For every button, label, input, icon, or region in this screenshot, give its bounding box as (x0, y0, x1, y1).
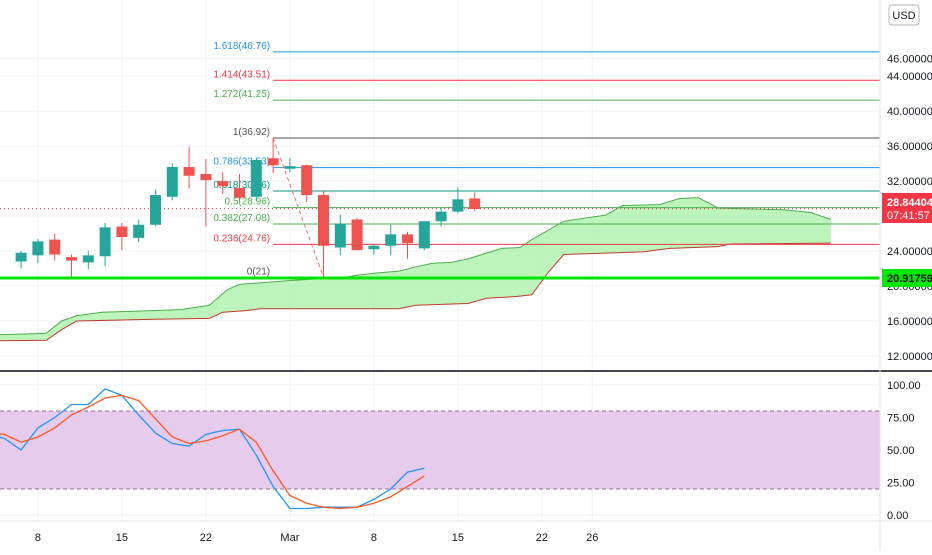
time-axis-tick: 26 (586, 532, 598, 544)
candle-body (15, 252, 27, 262)
fib-level-label: 0.618(30.86) (213, 180, 270, 191)
candle-body (49, 239, 61, 255)
price-axis-tick: 24.00000 (887, 246, 932, 258)
candles (15, 138, 481, 278)
candle-body (385, 234, 397, 246)
price-axis-tick: 40.00000 (887, 106, 932, 118)
candle-body (32, 241, 44, 256)
candle-body (166, 167, 178, 197)
cloud-fill (0, 197, 831, 341)
stochastic-k-line (0, 388, 425, 510)
time-axis-tick: Mar (280, 532, 299, 544)
stochastic-axis-tick: 0.00 (887, 510, 908, 522)
candle-body (452, 199, 464, 212)
candle-body (217, 181, 229, 187)
candle-body (82, 255, 94, 263)
price-axis-tick: 44.00000 (887, 71, 932, 83)
candle-body (351, 219, 363, 251)
candle-body (116, 226, 128, 237)
current-price-label: 28.84404 (887, 197, 932, 209)
stochastic-axis-tick: 75.00 (887, 413, 915, 425)
fib-level-label: 1.414(43.51) (213, 69, 270, 80)
time-axis-tick: 15 (452, 532, 464, 544)
stochastic-axis-tick: 100.00 (887, 380, 921, 392)
currency-badge-box[interactable] (888, 4, 920, 26)
price-axis-tick: 36.00000 (887, 141, 932, 153)
candle-body (183, 167, 195, 176)
fib-trend-line (272, 137, 324, 278)
support-price-label: 20.91759 (887, 273, 932, 285)
candle-body (301, 165, 313, 195)
fib-level-label: 0.5(28.96) (225, 197, 271, 208)
stochastic-band (0, 411, 880, 489)
candle-body (402, 234, 413, 244)
time-axis-tick: 8 (35, 532, 41, 544)
price-axis-tick: 12.00000 (887, 351, 932, 363)
candle-body (267, 158, 279, 166)
price-axis-tick: 32.00000 (887, 176, 932, 188)
current-price-badge (882, 193, 932, 223)
price-axis-tick: 16.00000 (887, 316, 932, 328)
stochastic-panel (0, 388, 880, 510)
fib-level-label: 1.618(46.76) (213, 41, 270, 52)
candle-body (318, 195, 329, 246)
support-price-badge (882, 268, 932, 287)
fib-level-label: 0.382(27.08) (213, 213, 270, 224)
countdown-label: 07:41:57 (887, 210, 930, 222)
currency-label[interactable]: USD (892, 10, 915, 22)
fib-level-label: 0.786(33.53) (213, 157, 270, 168)
time-axis-tick: 15 (116, 532, 128, 544)
candle-body (418, 221, 430, 249)
fib-level-label: 1.272(41.25) (213, 89, 270, 100)
cloud-lower-line (0, 242, 831, 342)
candle-body (284, 166, 296, 169)
price-axis-tick: 46.00000 (887, 54, 932, 66)
stochastic-d-line (0, 394, 425, 510)
stochastic-axis-tick: 50.00 (887, 445, 915, 457)
candle-body (99, 227, 111, 257)
candle-body (368, 245, 380, 250)
fib-level-label: 0.236(24.76) (213, 233, 270, 244)
candle-body (200, 174, 212, 181)
time-axis-tick: 8 (371, 532, 377, 544)
stochastic-axis-tick: 25.00 (887, 478, 915, 490)
time-axis-tick: 22 (536, 532, 548, 544)
cloud-upper-line (0, 197, 832, 336)
fib-level-label: 1(36.92) (233, 127, 270, 138)
candle-body (66, 257, 77, 261)
candle-body (234, 188, 245, 198)
candle-body (133, 224, 145, 238)
currency-badge[interactable]: USD (888, 4, 920, 26)
candle-body (150, 195, 161, 225)
ichimoku-cloud (0, 197, 832, 342)
candle-body (435, 211, 447, 222)
time-axis-tick: 22 (200, 532, 212, 544)
candle-body (250, 160, 262, 197)
candle-body (469, 198, 481, 209)
fibonacci-levels: 1.618(46.76) 1.414(43.51) 1.272(41.25) 1(36… (0, 41, 880, 280)
fib-level-label: 0(21) (247, 266, 270, 277)
candle-body (334, 223, 346, 248)
